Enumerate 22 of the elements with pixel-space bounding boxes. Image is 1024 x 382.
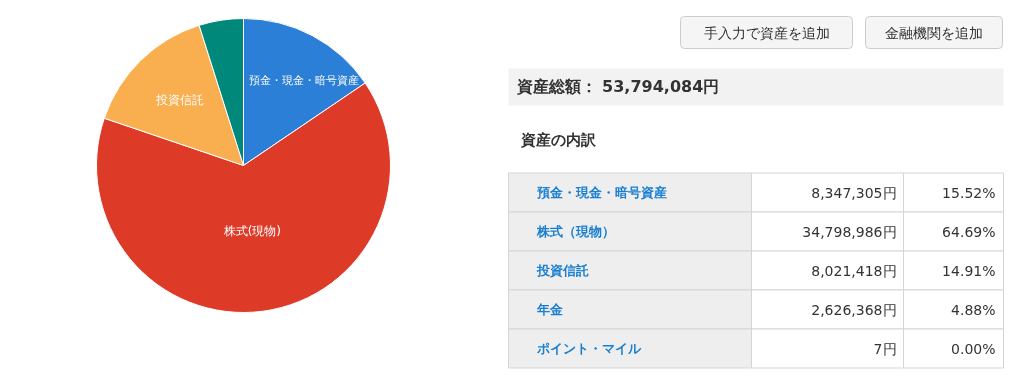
text: 7円 — [873, 340, 897, 357]
text: 預金・現金・暗号資産 — [535, 185, 667, 200]
text: 金融機関を追加 — [885, 24, 983, 41]
text: 8,021,418円 — [811, 262, 897, 279]
text: 株式（現物） — [535, 224, 615, 239]
text: 資産総額： 53,794,084円 — [515, 77, 720, 96]
text: 0.00% — [951, 340, 996, 357]
text: 資産の内訳 — [519, 130, 597, 149]
text: 34,798,986円 — [802, 223, 897, 240]
slice-label: 投資信託 — [154, 93, 204, 108]
slice-label: 預金・現金・暗号資産 — [248, 74, 359, 87]
text: 2,626,368円 — [811, 301, 897, 318]
slice-label: 株式(現物) — [222, 224, 282, 239]
text: 14.91% — [942, 262, 996, 279]
text: 手入力で資産を追加 — [703, 24, 830, 41]
text: 4.88% — [951, 301, 996, 318]
text: 年金 — [535, 302, 564, 317]
text: 64.69% — [942, 223, 996, 240]
text: 投資信託 — [535, 263, 589, 278]
text: 8,347,305円 — [811, 184, 897, 201]
text: 15.52% — [942, 184, 996, 201]
text: ポイント・マイル — [535, 341, 642, 356]
